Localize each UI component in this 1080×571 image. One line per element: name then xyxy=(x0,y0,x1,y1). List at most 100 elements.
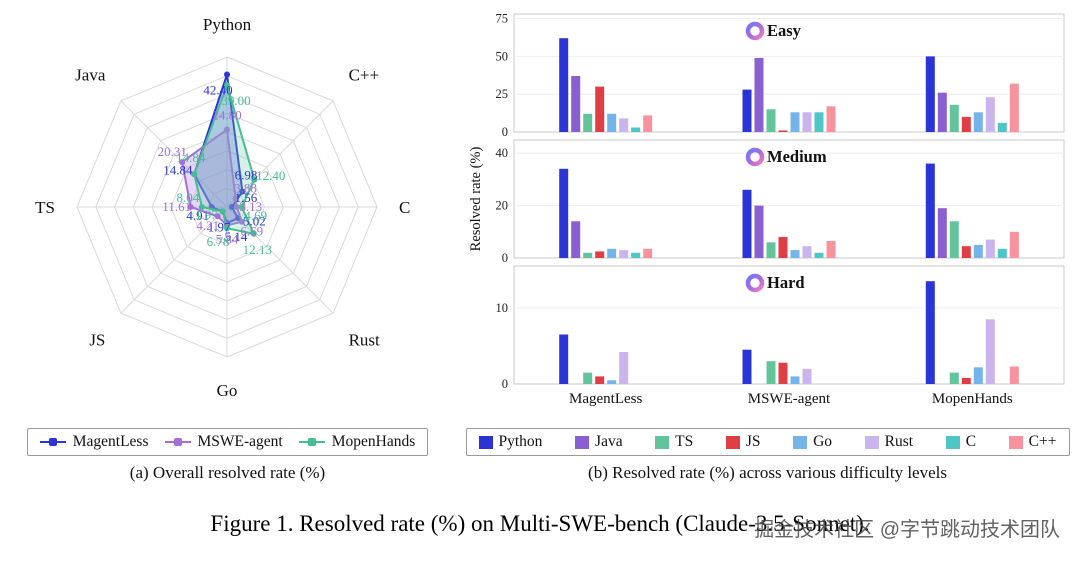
radar-point xyxy=(223,225,230,232)
bar-Hard-MopenHands-Rust xyxy=(985,319,995,384)
legend-color-swatch xyxy=(575,435,590,449)
bars-panel: 0 25 50 75 Easy 0 20 40 Medium 0 10 Hard MagentLess M… xyxy=(455,4,1080,483)
legend-color-swatch xyxy=(945,435,960,449)
bar-Hard-MagentLess-Python xyxy=(558,334,568,384)
bar-Easy-MagentLess-C xyxy=(630,127,640,132)
bar-Hard-MopenHands-JS xyxy=(961,377,971,384)
bar-Medium-MagentLess-C++ xyxy=(642,248,652,258)
language-legend: Python Java TS JS Go Rust C C++ xyxy=(465,428,1070,456)
radar-value-label: 20.31 xyxy=(157,144,186,159)
bar-Hard-MSWE-agent-Python xyxy=(742,349,751,384)
radar-axis-label-TS: TS xyxy=(35,198,55,217)
y-tick-label: 50 xyxy=(495,49,508,63)
bar-Hard-MSWE-agent-Rust xyxy=(802,368,811,384)
bar-Hard-MopenHands-Python xyxy=(925,281,935,384)
bar-Medium-MSWE-agent-Python xyxy=(742,189,751,258)
bar-Hard-MSWE-agent-TS xyxy=(766,361,775,384)
radar-axis-label-C: C xyxy=(399,198,410,217)
radar-point xyxy=(232,195,239,202)
radar-axis-label-Java: Java xyxy=(75,65,106,84)
radar-point xyxy=(233,204,240,210)
radar-spoke xyxy=(226,206,333,314)
radar-point xyxy=(187,204,194,210)
bar-Easy-MopenHands-Java xyxy=(937,92,947,132)
radar-value-label: 1.56 xyxy=(234,190,257,205)
radar-point xyxy=(228,204,235,210)
bar-Easy-MopenHands-C xyxy=(997,122,1007,132)
legend-color-swatch xyxy=(864,435,879,449)
radar-point xyxy=(178,159,185,166)
bar-Hard-MagentLess-JS xyxy=(594,376,604,384)
legend-color-swatch xyxy=(478,435,493,449)
legend-color-swatch xyxy=(655,435,670,449)
radar-value-label: 3.13 xyxy=(239,199,262,214)
legend-color-swatch xyxy=(793,435,808,449)
bar-Medium-MSWE-agent-JS xyxy=(778,237,787,258)
group-label-MagentLess: MagentLess xyxy=(569,391,642,407)
legend-item-Java: Java xyxy=(575,433,623,451)
radar-value-label: 14.84 xyxy=(176,150,206,165)
bar-Medium-MSWE-agent-Rust xyxy=(802,246,811,258)
bar-Medium-MopenHands-Go xyxy=(973,244,983,258)
radar-point xyxy=(250,230,257,237)
y-tick-label: 75 xyxy=(495,12,508,26)
bar-Medium-MagentLess-C xyxy=(630,252,640,258)
radar-value-label: 5.14 xyxy=(224,229,247,244)
radar-value-label: 5.02 xyxy=(243,214,266,229)
legend-line-swatch xyxy=(164,438,191,446)
bar-Medium-MagentLess-JS xyxy=(594,251,604,258)
y-tick-label: 40 xyxy=(495,146,508,160)
legend-item-Go: Go xyxy=(793,433,832,451)
group-label-MSWE-agent: MSWE-agent xyxy=(747,391,830,407)
radar-value-label: 24.80 xyxy=(212,108,241,123)
bar-Medium-MagentLess-Go xyxy=(606,248,616,258)
bar-Medium-MagentLess-TS xyxy=(582,252,592,258)
bar-Medium-MopenHands-Rust xyxy=(985,239,995,258)
bar-Easy-MSWE-agent-Go xyxy=(790,112,799,132)
legend-item-JS: JS xyxy=(725,433,761,451)
y-tick-label: 25 xyxy=(495,87,508,101)
legend-line-swatch xyxy=(39,438,66,446)
charts-row: 42.40 6.98 1.56 5.02 5.14 1.97 4.91 14.84 24.80 3… xyxy=(26,4,1080,483)
radar-value-label: 8.04 xyxy=(176,190,199,205)
legend-item-TS: TS xyxy=(655,433,693,451)
bar-Medium-MopenHands-Java xyxy=(937,208,947,258)
radar-point xyxy=(250,176,257,183)
legend-item-Rust: Rust xyxy=(864,433,913,451)
radar-axis-label-JS: JS xyxy=(89,331,105,350)
panel-title-Easy: Easy xyxy=(767,21,802,40)
radar-point xyxy=(223,71,230,78)
bar-Easy-MopenHands-C++ xyxy=(1009,83,1019,132)
multi-swe-bench-logo-icon xyxy=(745,21,764,41)
radar-value-label: 6.98 xyxy=(234,167,257,182)
bar-Medium-MagentLess-Rust xyxy=(618,250,628,258)
radar-value-label: 4.91 xyxy=(186,208,209,223)
legend-item-C++: C++ xyxy=(1008,433,1056,451)
bar-Easy-MagentLess-Python xyxy=(558,38,568,133)
bar-Easy-MopenHands-Rust xyxy=(985,97,995,132)
bar-Hard-MSWE-agent-JS xyxy=(778,362,787,384)
panel-title-Medium: Medium xyxy=(767,147,827,166)
radar-axis-label-Go: Go xyxy=(216,381,237,400)
bar-Hard-MagentLess-TS xyxy=(582,372,592,384)
caption-row: Figure 1. Resolved rate (%) on Multi-SWE… xyxy=(0,483,1080,563)
bar-Easy-MopenHands-Go xyxy=(973,112,983,132)
radar-chart: 42.406.981.565.025.141.974.9114.8424.803… xyxy=(35,15,410,400)
y-tick-label: 0 xyxy=(501,377,507,391)
radar-axis-label-Rust: Rust xyxy=(348,331,379,350)
radar-value-label: 1.97 xyxy=(207,220,230,235)
bar-Easy-MSWE-agent-TS xyxy=(766,109,775,132)
bar-Medium-MopenHands-C++ xyxy=(1009,231,1019,258)
radar-value-label: 12.13 xyxy=(242,242,271,257)
radar-value-label: 12.40 xyxy=(256,168,285,183)
bar-Hard-MagentLess-Go xyxy=(606,380,616,384)
bar-Medium-MopenHands-TS xyxy=(949,221,959,258)
legend-item-C: C xyxy=(945,433,976,451)
radar-value-label: 39.00 xyxy=(221,93,250,108)
radar-value-label: 4.21 xyxy=(196,218,219,233)
bar-Medium-MSWE-agent-C++ xyxy=(826,241,835,258)
bar-Medium-MagentLess-Java xyxy=(570,221,580,258)
radar-value-label: 42.40 xyxy=(203,83,232,98)
bar-Easy-MSWE-agent-Java xyxy=(754,57,763,132)
